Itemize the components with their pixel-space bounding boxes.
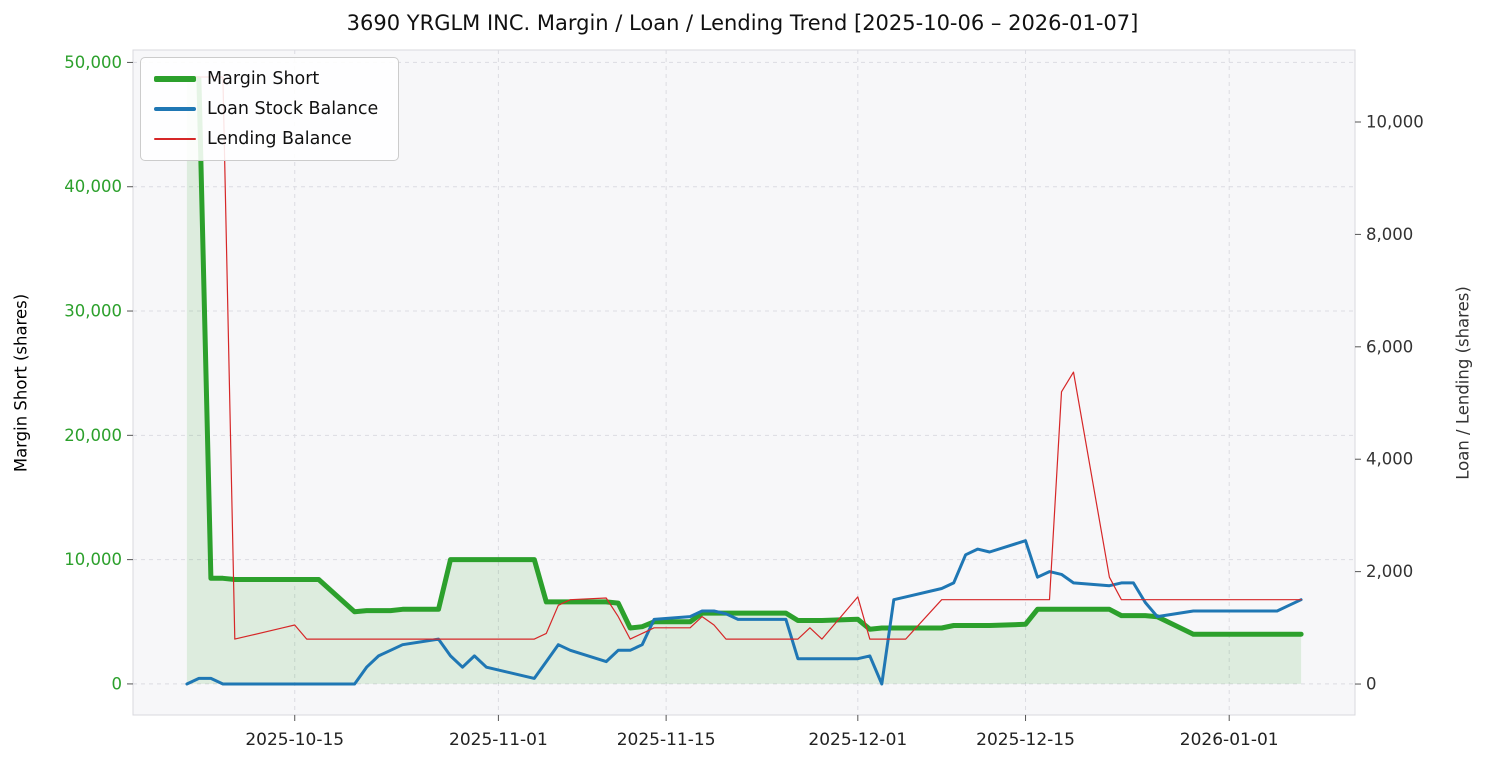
svg-text:2,000: 2,000 bbox=[1366, 562, 1413, 581]
x-axis-tick-labels: 2025-10-15 2025-11-01 2025-11-15 2025-12-01… bbox=[245, 730, 1278, 750]
right-axis-tick-labels: 0 2,000 4,000 6,000 8,000 10,000 bbox=[1366, 112, 1424, 693]
svg-text:0: 0 bbox=[1366, 675, 1377, 694]
svg-text:2026-01-01: 2026-01-01 bbox=[1180, 730, 1279, 750]
legend-item-margin-short: Margin Short bbox=[154, 69, 378, 89]
svg-text:10,000: 10,000 bbox=[1366, 112, 1424, 131]
legend-item-loan-stock-balance: Loan Stock Balance bbox=[154, 99, 378, 119]
chart-title: 3690 YRGLM INC. Margin / Loan / Lending … bbox=[346, 11, 1139, 35]
legend-label-lending-balance: Lending Balance bbox=[207, 129, 352, 149]
left-axis-label: Margin Short (shares) bbox=[11, 293, 31, 473]
svg-text:2025-11-15: 2025-11-15 bbox=[617, 730, 716, 750]
svg-text:30,000: 30,000 bbox=[64, 302, 122, 321]
svg-text:50,000: 50,000 bbox=[64, 53, 122, 72]
legend-item-lending-balance: Lending Balance bbox=[154, 129, 378, 149]
legend-line-margin-short-icon bbox=[154, 76, 196, 82]
legend: Margin Short Loan Stock Balance Lending … bbox=[140, 57, 400, 161]
legend-line-loan-stock-balance-icon bbox=[154, 107, 196, 111]
svg-text:20,000: 20,000 bbox=[64, 426, 122, 445]
svg-text:2025-12-01: 2025-12-01 bbox=[808, 730, 907, 750]
series-loan-stock-balance bbox=[185, 539, 1303, 686]
legend-label-loan-stock-balance: Loan Stock Balance bbox=[207, 99, 379, 119]
legend-line-lending-balance-icon bbox=[154, 138, 196, 140]
svg-text:2025-11-01: 2025-11-01 bbox=[449, 730, 548, 750]
svg-text:40,000: 40,000 bbox=[64, 177, 122, 196]
series-lending-balance bbox=[186, 76, 1302, 640]
svg-text:2025-12-15: 2025-12-15 bbox=[976, 730, 1075, 750]
left-axis-tick-labels: 0 10,000 20,000 30,000 40,000 50,000 bbox=[64, 53, 122, 693]
right-axis-label: Loan / Lending (shares) bbox=[1453, 286, 1473, 480]
svg-text:10,000: 10,000 bbox=[64, 550, 122, 569]
axis-tick-marks bbox=[127, 61, 1361, 721]
svg-text:8,000: 8,000 bbox=[1366, 225, 1413, 244]
svg-text:6,000: 6,000 bbox=[1366, 337, 1413, 356]
svg-text:0: 0 bbox=[112, 674, 123, 693]
legend-label-margin-short: Margin Short bbox=[207, 69, 320, 89]
svg-text:4,000: 4,000 bbox=[1366, 450, 1413, 469]
svg-text:2025-10-15: 2025-10-15 bbox=[245, 730, 344, 750]
